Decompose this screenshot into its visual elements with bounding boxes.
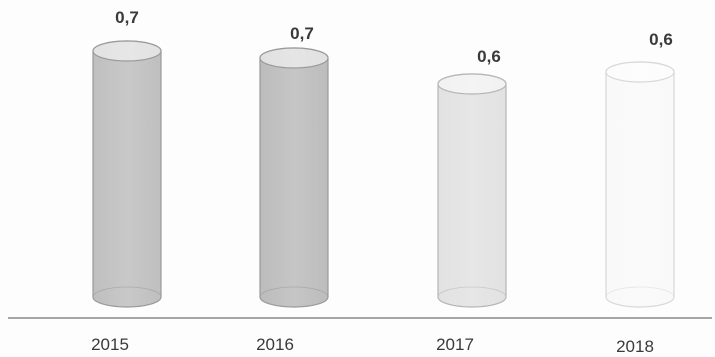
bar-2015 xyxy=(92,40,162,308)
bar-2016 xyxy=(259,47,329,308)
bar-body-2015 xyxy=(92,40,162,308)
bar-base-2015 xyxy=(92,286,162,298)
value-label-2015: 0,7 xyxy=(115,8,139,27)
value-label-2016: 0,7 xyxy=(290,24,314,43)
bar-top-2017 xyxy=(437,73,507,95)
bar-base-2016 xyxy=(259,286,329,298)
bar-base-2018 xyxy=(605,286,675,298)
bar-2018 xyxy=(605,61,675,308)
category-labels-group: 2015 2016 2017 2018 xyxy=(91,335,654,356)
category-label-2017: 2017 xyxy=(436,335,474,354)
bar-base-2017 xyxy=(437,286,507,298)
value-label-2017: 0,6 xyxy=(477,47,501,66)
bar-top-2015 xyxy=(92,40,162,62)
category-label-2015: 2015 xyxy=(91,335,129,354)
category-label-2018: 2018 xyxy=(616,337,654,356)
category-label-2016: 2016 xyxy=(256,335,294,354)
bars-group xyxy=(92,40,675,308)
bar-body-2016 xyxy=(259,47,329,308)
value-label-2018: 0,6 xyxy=(649,30,673,49)
bar-2017 xyxy=(437,73,507,308)
bar-top-2016 xyxy=(259,47,329,69)
bar-body-2018 xyxy=(605,61,675,308)
bar-body-2017 xyxy=(437,73,507,308)
bar-top-2018 xyxy=(605,61,675,83)
value-labels-group: 0,7 0,7 0,6 0,6 xyxy=(115,8,673,66)
